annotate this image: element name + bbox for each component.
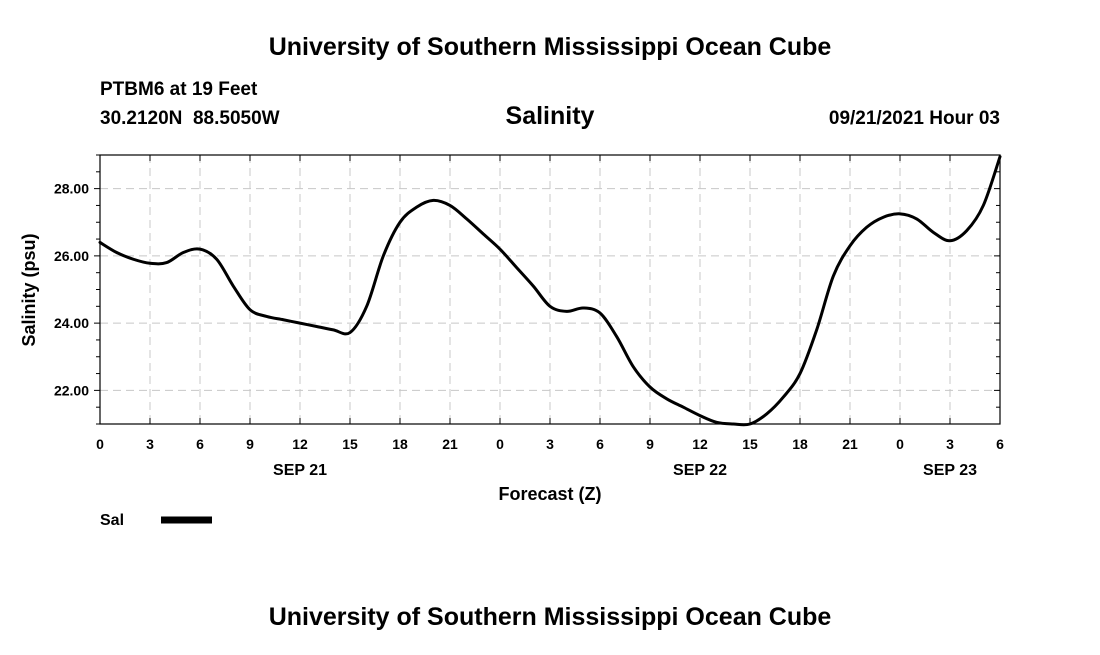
x-tick-label: 6	[596, 436, 604, 452]
grid-lines	[100, 155, 1000, 424]
x-tick-label: 0	[896, 436, 904, 452]
y-tick-label: 28.00	[54, 181, 89, 197]
date-label: SEP 21	[273, 462, 327, 479]
x-tick-label: 18	[392, 436, 408, 452]
x-tick-label: 3	[546, 436, 554, 452]
station-coords: 30.2120N 88.5050W	[100, 108, 280, 129]
x-tick-label: 21	[842, 436, 858, 452]
x-tick-label: 18	[792, 436, 808, 452]
x-tick-label: 3	[146, 436, 154, 452]
y-tick-label: 22.00	[54, 382, 89, 398]
x-tick-label: 12	[692, 436, 708, 452]
chart-title: University of Southern Mississippi Ocean…	[269, 33, 832, 61]
footer-title: University of Southern Mississippi Ocean…	[269, 603, 832, 631]
date-label: SEP 22	[673, 462, 727, 479]
x-tick-label: 21	[442, 436, 458, 452]
y-tick-label: 24.00	[54, 315, 89, 331]
x-tick-label: 6	[196, 436, 204, 452]
x-axis-title: Forecast (Z)	[498, 484, 601, 504]
legend: Sal	[100, 512, 212, 529]
x-tick-label: 15	[742, 436, 758, 452]
tick-labels: 0 3 6 9 12 15 18 21 0 3 6 9 12 15 18 21 0 3 6 SEP 21 SEP 22 S…	[54, 181, 1004, 479]
series-layer	[98, 155, 1002, 427]
x-tick-label: 12	[292, 436, 308, 452]
y-axis-title: Salinity (psu)	[19, 233, 39, 346]
variable-title: Salinity	[506, 102, 595, 130]
tick-marks	[94, 154, 1001, 425]
date-label: SEP 23	[923, 462, 977, 479]
x-tick-label: 6	[996, 436, 1004, 452]
x-tick-label: 9	[646, 436, 654, 452]
station-name: PTBM6 at 19 Feet	[100, 79, 258, 100]
forecast-timestamp: 09/21/2021 Hour 03	[829, 108, 1000, 129]
x-tick-label: 0	[96, 436, 104, 452]
series-line-sal	[98, 155, 1002, 427]
x-tick-label: 3	[946, 436, 954, 452]
x-tick-label: 9	[246, 436, 254, 452]
x-tick-label: 0	[496, 436, 504, 452]
legend-label: Sal	[100, 512, 124, 529]
x-tick-label: 15	[342, 436, 358, 452]
y-tick-label: 26.00	[54, 248, 89, 264]
